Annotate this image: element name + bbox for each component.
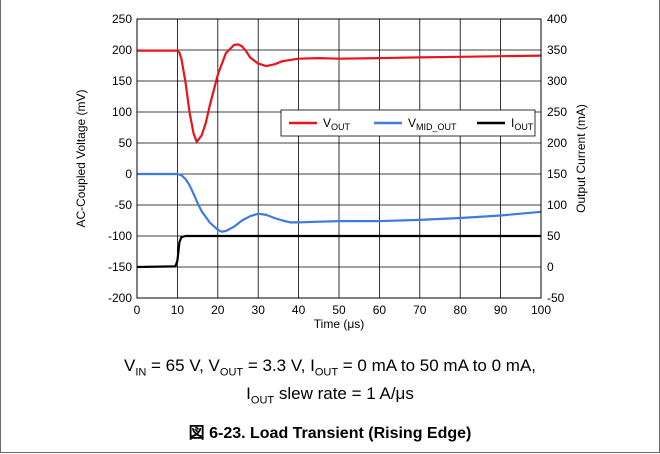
load-transient-chart: 0 10 20 30 40 50 60 70 80 90 100 250 200 150 100 50 0 -50… [74,12,588,331]
y-axis-right-label: Output Current (mA) [574,104,588,213]
legend-label-vmid_out: VMID_OUT [408,116,457,132]
series-line-iout [136,234,541,269]
y-left-tick-label: -150 [108,260,132,274]
y-right-tick-label: 300 [547,74,567,88]
y-right-tick-label: 350 [547,43,567,57]
grid [136,18,542,299]
test-conditions-line-1: VIN = 65 V, VOUT = 3.3 V, IOUT = 0 mA to… [123,356,537,379]
y-left-tick-label: 0 [125,167,132,181]
y-left-tick-label: -200 [108,291,132,305]
x-tick-label: 50 [332,303,346,317]
figure-caption: 図 6-23. Load Transient (Rising Edge) [188,425,472,442]
y-left-tick-label: 100 [112,105,132,119]
x-axis-label: Time (μs) [314,317,364,331]
x-tick-label: 20 [211,303,225,317]
legend-label-vout: VOUT [323,116,351,132]
y-right-tick-label: -50 [547,291,565,305]
tick-labels: 0 10 20 30 40 50 60 70 80 90 100 250 200 150 100 50 0 -50… [108,12,567,317]
test-conditions-line-2: IOUT slew rate = 1 A/μs [246,384,414,407]
y-left-tick-label: 50 [119,136,133,150]
y-left-tick-label: 250 [112,12,132,26]
y-axis-left-label: AC-Coupled Voltage (mV) [74,89,88,227]
y-right-tick-label: 0 [547,260,554,274]
y-left-tick-label: 200 [112,43,132,57]
y-left-tick-label: -50 [115,198,133,212]
series-line-vout [137,43,542,143]
x-tick-label: 30 [252,303,266,317]
y-right-tick-label: 150 [547,167,567,181]
y-right-tick-label: 100 [547,198,567,212]
x-tick-label: 90 [494,303,508,317]
x-tick-label: 60 [373,303,387,317]
x-tick-label: 100 [531,303,551,317]
y-right-tick-label: 250 [547,105,567,119]
x-tick-label: 80 [454,303,468,317]
series-line-vmid_out [137,172,542,233]
y-left-tick-label: -100 [108,229,132,243]
series-lines [136,43,542,269]
x-tick-label: 10 [171,303,185,317]
y-left-tick-label: 150 [112,74,132,88]
legend: VOUT VMID_OUT IOUT [280,109,536,137]
x-tick-label: 0 [134,303,141,317]
plot-border [136,18,542,299]
x-tick-label: 70 [413,303,427,317]
y-right-tick-label: 400 [547,12,567,26]
y-right-tick-label: 50 [547,229,561,243]
x-tick-label: 40 [292,303,306,317]
legend-label-iout: IOUT [511,116,534,132]
y-right-tick-label: 200 [547,136,567,150]
